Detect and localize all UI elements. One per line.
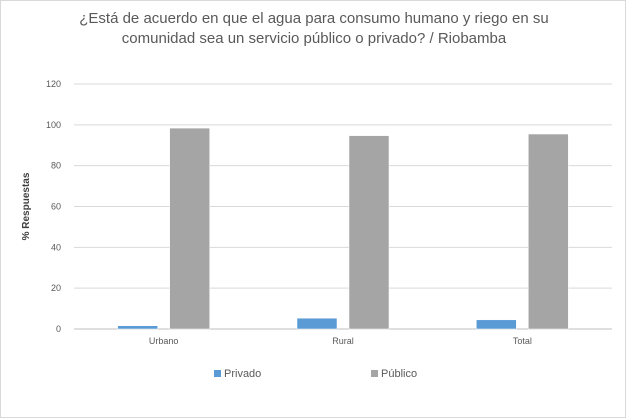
- bar-pblico-rural: [348, 135, 390, 330]
- y-tick-label: 20: [51, 283, 61, 293]
- y-tick-label: 0: [56, 324, 61, 334]
- bar-privado-urbano: [117, 325, 158, 330]
- legend-swatch: [371, 370, 378, 377]
- y-tick-label: 40: [51, 242, 61, 252]
- y-tick-label: 120: [46, 79, 61, 89]
- legend-swatch: [214, 370, 221, 377]
- bar-privado-total: [476, 319, 517, 330]
- legend-label: Privado: [224, 368, 261, 380]
- bar-pblico-total: [528, 133, 569, 330]
- chart-title: ¿Está de acuerdo en que el agua para con…: [79, 10, 549, 47]
- y-axis-title: % Respuestas: [21, 172, 32, 240]
- x-tick-label: Total: [513, 336, 532, 346]
- y-tick-label: 60: [51, 202, 61, 212]
- x-tick-label: Urbano: [149, 336, 179, 346]
- bar-privado-rural: [296, 317, 338, 330]
- x-tick-label: Rural: [332, 336, 354, 346]
- legend-label: Público: [381, 368, 417, 380]
- y-tick-label: 80: [51, 161, 61, 171]
- bar-pblico-urbano: [169, 127, 210, 330]
- y-tick-label: 100: [46, 120, 61, 130]
